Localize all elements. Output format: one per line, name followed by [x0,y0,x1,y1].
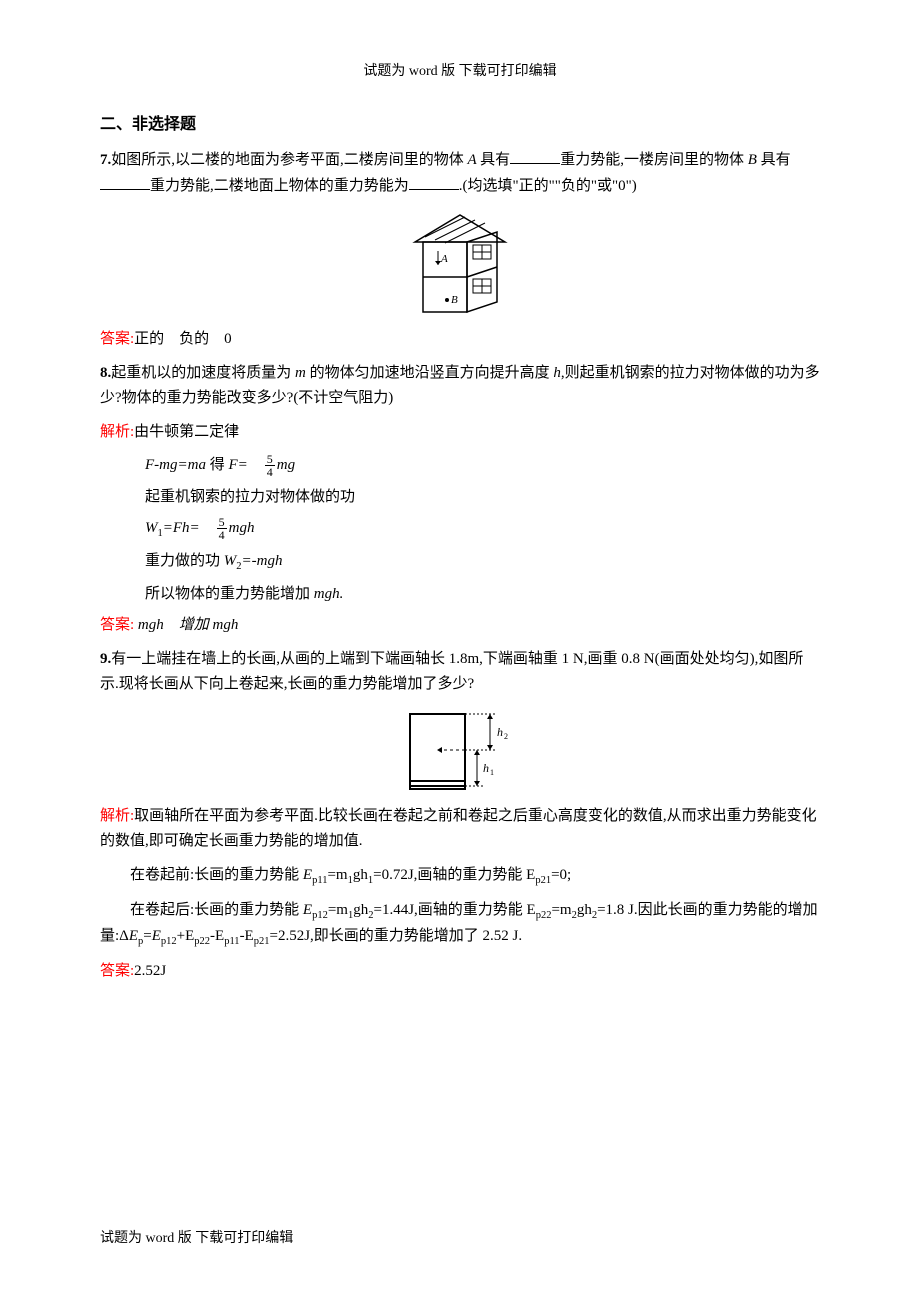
q8-eq3b: W [224,553,237,569]
q8-eq1: F-mg=ma 得 F= 54mg [145,453,820,479]
q9-l3a: 在卷起后:长画的重力势能 [130,902,303,918]
q9-answer-label: 答案: [100,963,134,979]
q9-t1: 有一上端挂在墙上的长画,从画的上端到下端画轴长 1.8m,下端画轴重 1 N,画… [100,651,803,693]
q9-l3k: E [152,928,161,944]
q9-l3e: =1.44J,画轴的重力势能 E [373,902,535,918]
svg-text:h: h [483,761,489,775]
q9-l3b: E [303,902,312,918]
svg-text:B: B [451,294,458,306]
q8-text: 8.起重机以的加速度将质量为 m 的物体匀加速地沿竖直方向提升高度 h,则起重机… [100,361,820,412]
q9-l3d: gh [353,902,368,918]
q8-eq1d: mg [277,457,295,473]
q9-num: 9. [100,651,111,667]
q9-analysis1: 取画轴所在平面为参考平面.比较长画在卷起之前和卷起之后重心高度变化的数值,从而求… [100,808,817,850]
q7-varB: B [744,152,761,168]
q9-l3s10: p11 [224,936,239,947]
q8-analysis1: 由牛顿第二定律 [134,424,239,440]
q7-blank3 [409,174,459,190]
q9-l2f: =0; [551,867,571,883]
q9-l3g: gh [577,902,592,918]
svg-text:2: 2 [504,732,508,741]
q9-analysis-label: 解析: [100,808,134,824]
q8-answer-label: 答案: [100,617,134,633]
svg-text:A: A [440,253,448,265]
q7-t2: 具有 [480,152,510,168]
q9-l2e: =0.72J,画轴的重力势能 E [373,867,535,883]
q8-t2: 的物体匀加速地沿竖直方向提升高度 [306,365,554,381]
q9-l2b: E [303,867,312,883]
q8-eq3: 重力做的功 W2=-mgh [145,549,820,576]
q9-line3: 在卷起后:长画的重力势能 Ep12=m1gh2=1.44J,画轴的重力势能 Ep… [100,898,820,952]
q9-l3s9: p22 [194,936,210,947]
q9-l3f: =m [551,902,571,918]
q8-eq3c: =-mgh [242,553,283,569]
q9-l3s11: p21 [254,936,270,947]
q8-l4b: mgh. [314,586,344,602]
section-heading: 二、非选择题 [100,110,820,134]
q8-answer-text: mgh 增加 mgh [134,617,238,633]
q9-l2d: gh [353,867,368,883]
q9-l2a: 在卷起前:长画的重力势能 [130,867,303,883]
q9-answer: 答案:2.52J [100,959,820,985]
q8-num: 8. [100,365,111,381]
q8-eq2c: mgh [229,520,255,536]
footer-text: 试题为 word 版 下载可打印编辑 [100,1227,293,1247]
q9-l3m: -E [210,928,224,944]
q8-eq2b: =Fh= [163,520,200,536]
q7-text: 7.如图所示,以二楼的地面为参考平面,二楼房间里的物体 A 具有 重力势能,一楼房… [100,148,820,199]
q9-l3l: +E [177,928,195,944]
q7-answer-text: 正的 负的 0 [134,331,232,347]
q8-m: m [295,365,306,381]
q9-analysis-line1: 解析:取画轴所在平面为参考平面.比较长画在卷起之前和卷起之后重心高度变化的数值,… [100,804,820,855]
q7-num: 7. [100,152,111,168]
q7-t1: 如图所示,以二楼的地面为参考平面,二楼房间里的物体 [111,152,464,168]
q8-frac1: 54 [265,453,275,478]
q9-l3o: =2.52J,即长画的重力势能增加了 2.52 J. [269,928,522,944]
q8-eq1b: 得 [206,457,229,473]
q8-eq1a: F-mg=ma [145,457,206,473]
q9-text: 9.有一上端挂在墙上的长画,从画的上端到下端画轴长 1.8m,下端画轴重 1 N… [100,647,820,698]
q9-l3s8: p12 [161,936,177,947]
q9-l3n: -E [240,928,254,944]
q9-l3s4: p22 [536,910,552,921]
q9-l2s1: p11 [312,875,327,886]
q9-l2c: =m [327,867,347,883]
q9-l3j: = [143,928,151,944]
q8-l4a: 所以物体的重力势能增加 [145,586,314,602]
q9-line2: 在卷起前:长画的重力势能 Ep11=m1gh1=0.72J,画轴的重力势能 Ep… [100,863,820,890]
q7-varA: A [464,152,480,168]
header-text: 试题为 word 版 下载可打印编辑 [100,60,820,80]
q8-eq2a: W [145,520,158,536]
q8-frac2: 54 [217,516,227,541]
q8-eq2: W1=Fh= 54mgh [145,516,820,543]
q7-t5: 重力势能,二楼地面上物体的重力势能为 [150,178,409,194]
q7-t4: 具有 [761,152,791,168]
q7-blank2 [100,174,150,190]
q8-t1: 起重机以的加速度将质量为 [111,365,295,381]
q8-h: h [553,365,561,381]
q9-answer-text: 2.52J [134,963,166,979]
q8-analysis-line1: 解析:由牛顿第二定律 [100,420,820,446]
q7-t6: .(均选填"正的""负的"或"0") [459,178,637,194]
q7-blank1 [510,148,560,164]
q9-l2s4: p21 [535,875,551,886]
q8-analysis-label: 解析: [100,424,134,440]
q8-answer: 答案: mgh 增加 mgh [100,613,820,639]
svg-text:h: h [497,725,503,739]
q8-line2: 起重机钢索的拉力对物体做的功 [145,485,820,511]
svg-text:1: 1 [490,768,494,777]
scroll-figure: h2 h1 [395,706,525,796]
q8-eq3a: 重力做的功 [145,553,224,569]
q7-answer-label: 答案: [100,331,134,347]
q9-l3s1: p12 [312,910,328,921]
q7-answer: 答案:正的 负的 0 [100,327,820,353]
q9-l3c: =m [328,902,348,918]
house-figure: A B [405,207,515,317]
q8-eq1c: F= [228,457,247,473]
q8-line4: 所以物体的重力势能增加 mgh. [145,582,820,608]
q9-l3i: E [129,928,138,944]
q7-t3: 重力势能,一楼房间里的物体 [560,152,744,168]
